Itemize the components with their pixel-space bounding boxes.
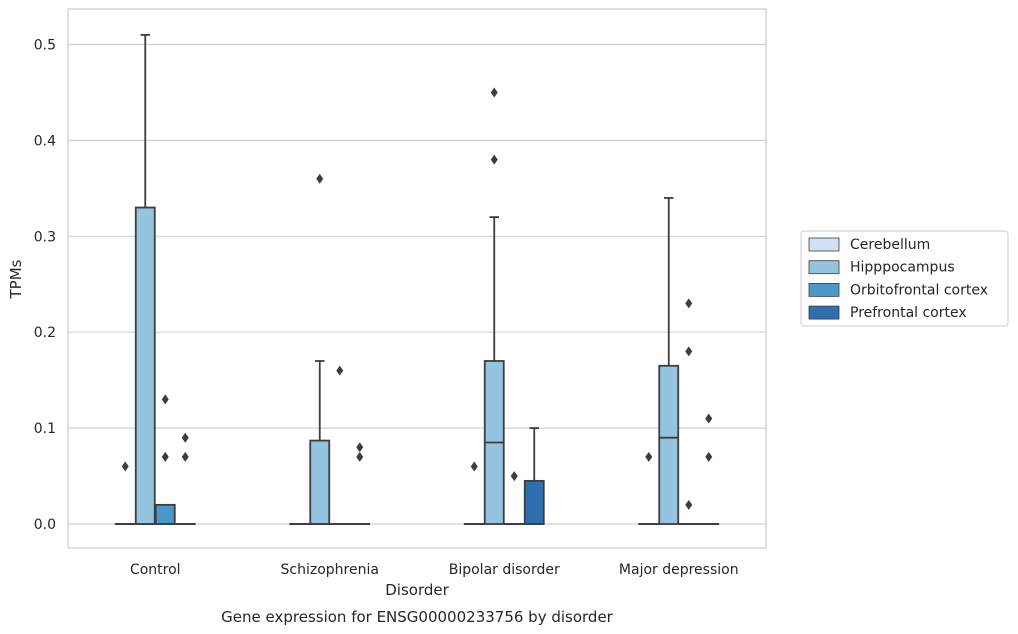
box-body (523, 479, 545, 525)
box-1-3 (658, 197, 680, 525)
outlier-point (705, 451, 713, 462)
x-axis-ticks: Control Schizophrenia Bipolar disorder Majo… (130, 562, 739, 578)
y-tick-label: 0.1 (34, 421, 56, 437)
box-2-0 (154, 394, 176, 525)
outlier-point (316, 173, 324, 184)
outlier-point (645, 451, 653, 462)
box-3-1 (349, 442, 371, 526)
box-body (309, 439, 331, 525)
x-tick-label: Schizophrenia (281, 562, 379, 578)
x-axis-title: Disorder (385, 581, 449, 599)
legend-label: Hipppocampus (850, 260, 955, 276)
legend-swatch (808, 260, 840, 275)
outlier-point (161, 451, 169, 462)
y-tick-label: 0.2 (34, 325, 56, 341)
outlier-point (336, 365, 344, 376)
outlier-point (181, 451, 189, 462)
box-body (154, 503, 176, 525)
box-2-3 (678, 298, 700, 526)
outlier-point (181, 432, 189, 443)
box-2-2 (503, 471, 525, 526)
chart-caption: Gene expression for ENSG00000233756 by d… (221, 608, 614, 626)
box-0-3 (638, 451, 660, 526)
outlier-point (510, 471, 518, 482)
outlier-point (685, 499, 693, 510)
box-2-1 (329, 365, 351, 526)
outlier-point (490, 87, 498, 98)
box-0-2 (463, 461, 485, 526)
plot-area-frame (67, 8, 767, 549)
outlier-point (470, 461, 478, 472)
outlier-point (161, 394, 169, 405)
legend-swatch (808, 282, 840, 297)
outlier-point (490, 154, 498, 165)
x-tick-label: Major depression (619, 562, 739, 578)
box-body (658, 364, 680, 525)
y-tick-label: 0.4 (34, 133, 56, 149)
legend: Cerebellum Hipppocampus Orbitofrontal cort… (800, 230, 1009, 327)
y-axis-title: TPMs (7, 259, 25, 299)
legend-label: Orbitofrontal cortex (850, 282, 988, 298)
y-axis-ticks: 0.0 0.1 0.2 0.3 0.4 0.5 (34, 37, 56, 533)
box-1-2 (483, 87, 505, 525)
box-body (134, 206, 156, 525)
y-tick-label: 0.5 (34, 37, 56, 53)
box-1-0 (134, 33, 156, 525)
box-3-3 (698, 413, 720, 526)
legend-swatch (808, 237, 840, 252)
x-tick-label: Control (130, 562, 181, 578)
outlier-point (356, 442, 364, 453)
legend-frame (800, 230, 1009, 327)
legend-label: Prefrontal cortex (850, 305, 967, 321)
outlier-point (356, 451, 364, 462)
outlier-point (705, 413, 713, 424)
outlier-point (685, 346, 693, 357)
box-0-0 (114, 461, 136, 526)
outlier-point (121, 461, 129, 472)
y-tick-label: 0.0 (34, 517, 56, 533)
box-layer (114, 33, 720, 526)
box-3-2 (523, 427, 545, 525)
y-tick-label: 0.3 (34, 229, 56, 245)
x-tick-label: Bipolar disorder (449, 562, 560, 578)
box-1-1 (309, 173, 331, 525)
box-3-0 (174, 432, 196, 526)
legend-label: Cerebellum (850, 237, 930, 253)
outlier-point (685, 298, 693, 309)
legend-swatch (808, 305, 840, 320)
